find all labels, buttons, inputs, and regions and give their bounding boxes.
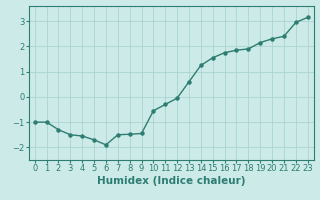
X-axis label: Humidex (Indice chaleur): Humidex (Indice chaleur) — [97, 176, 245, 186]
